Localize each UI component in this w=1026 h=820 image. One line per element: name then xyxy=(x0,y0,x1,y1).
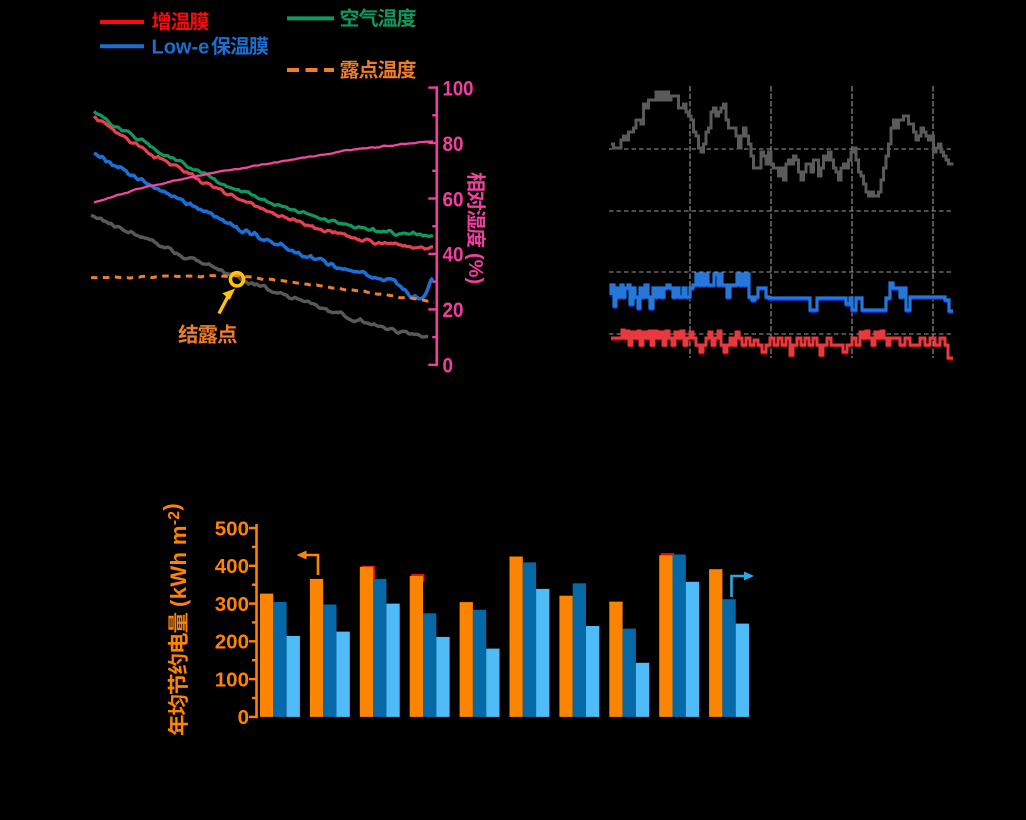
svg-text:0: 0 xyxy=(443,354,454,378)
svg-text:300: 300 xyxy=(215,593,249,616)
svg-text:100: 100 xyxy=(215,668,249,691)
svg-text:80: 80 xyxy=(443,132,464,156)
svg-text:40: 40 xyxy=(443,243,464,267)
svg-text:(%): (%) xyxy=(464,253,486,284)
svg-text:100: 100 xyxy=(443,76,474,100)
svg-text:0: 0 xyxy=(238,706,249,729)
svg-text:60: 60 xyxy=(443,187,464,211)
svg-text:200: 200 xyxy=(215,631,249,654)
svg-text:20: 20 xyxy=(443,298,464,322)
svg-text:500: 500 xyxy=(215,517,249,540)
svg-text:Low-e: Low-e xyxy=(152,36,210,58)
svg-text:400: 400 xyxy=(215,555,249,578)
